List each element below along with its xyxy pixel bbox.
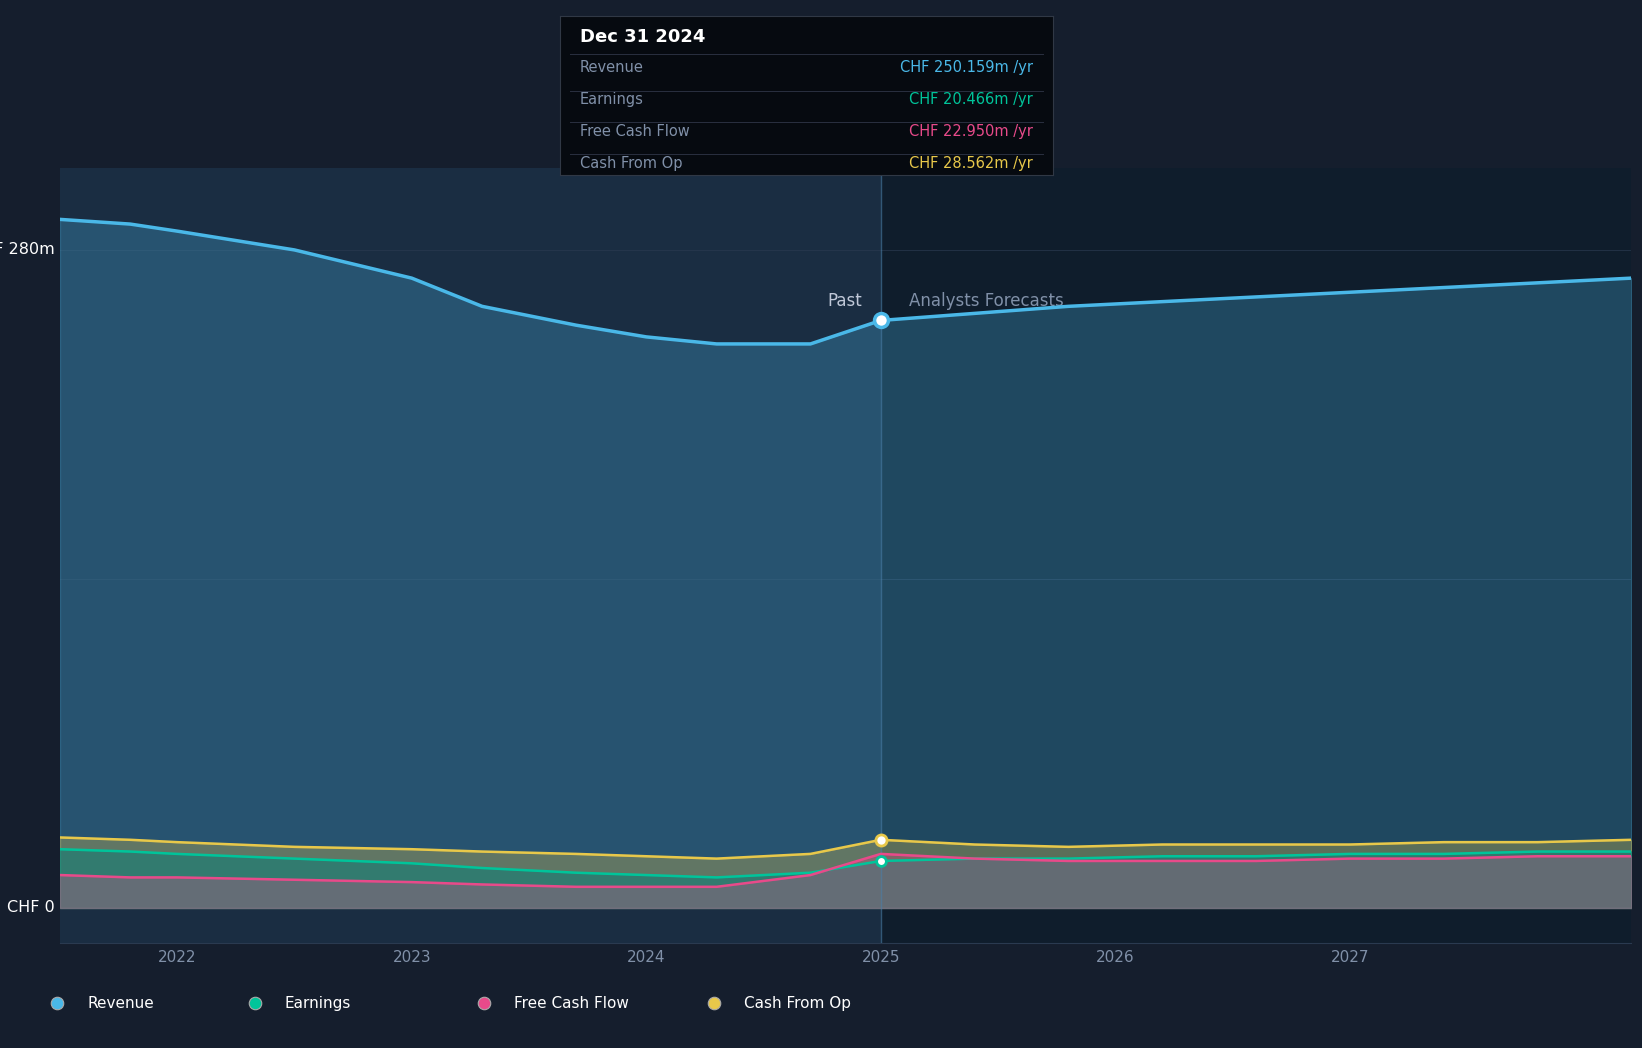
Text: CHF 280m: CHF 280m — [0, 242, 56, 258]
Text: 2026: 2026 — [1095, 951, 1135, 965]
Text: CHF 28.562m /yr: CHF 28.562m /yr — [910, 156, 1033, 171]
Text: 2024: 2024 — [627, 951, 665, 965]
Text: Earnings: Earnings — [284, 996, 350, 1011]
Text: Past: Past — [828, 292, 862, 310]
Text: 2027: 2027 — [1330, 951, 1369, 965]
Text: 2025: 2025 — [862, 951, 900, 965]
Text: Revenue: Revenue — [580, 61, 644, 75]
Text: Dec 31 2024: Dec 31 2024 — [580, 28, 704, 46]
Text: Free Cash Flow: Free Cash Flow — [580, 124, 690, 139]
Bar — [59, 168, 880, 943]
Text: 2022: 2022 — [158, 951, 197, 965]
Text: Analysts Forecasts: Analysts Forecasts — [910, 292, 1064, 310]
Text: 2023: 2023 — [392, 951, 432, 965]
Bar — [880, 168, 1631, 943]
Text: CHF 22.950m /yr: CHF 22.950m /yr — [910, 124, 1033, 139]
Text: Cash From Op: Cash From Op — [744, 996, 851, 1011]
Text: Cash From Op: Cash From Op — [580, 156, 681, 171]
Text: Free Cash Flow: Free Cash Flow — [514, 996, 629, 1011]
Text: Earnings: Earnings — [580, 92, 644, 107]
Text: CHF 0: CHF 0 — [8, 900, 56, 916]
Text: CHF 20.466m /yr: CHF 20.466m /yr — [910, 92, 1033, 107]
Text: CHF 250.159m /yr: CHF 250.159m /yr — [900, 61, 1033, 75]
Text: Revenue: Revenue — [87, 996, 154, 1011]
